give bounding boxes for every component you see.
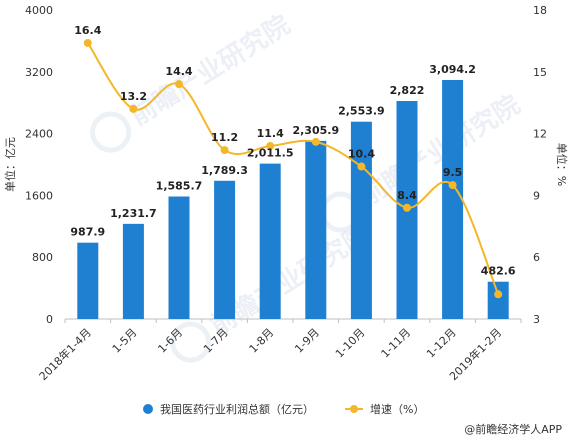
right-tick-label: 12: [533, 128, 547, 141]
category-label: 1-5月: [110, 326, 140, 356]
line-value-label: 16.4: [74, 24, 101, 37]
bar-value-label: 1,231.7: [110, 207, 157, 220]
growth-point: [220, 146, 229, 155]
category-label: 1-12月: [424, 326, 459, 361]
legend-label-line: 增速（%）: [370, 402, 424, 416]
legend: 我国医药行业利润总额（亿元） 增速（%）: [143, 402, 424, 416]
bars-layer: [77, 79, 509, 319]
watermark-logo: [170, 321, 212, 363]
line-value-label: 9.5: [443, 166, 463, 179]
line-value-label: 8.4: [397, 189, 417, 202]
left-tick-label: 1600: [25, 189, 53, 202]
growth-point: [266, 141, 275, 150]
bar-value-label: 482.6: [481, 265, 516, 278]
category-label: 1-9月: [292, 326, 322, 356]
growth-point: [311, 137, 320, 146]
watermark-logo: [90, 111, 132, 153]
bar: [442, 79, 464, 319]
right-tick-label: 6: [533, 251, 540, 264]
line-value-label: 10.4: [348, 148, 375, 161]
growth-point: [357, 162, 366, 171]
growth-point: [448, 181, 457, 190]
left-tick-label: 800: [32, 251, 53, 264]
bar: [214, 180, 236, 319]
bar: [305, 140, 327, 319]
growth-point: [83, 38, 92, 47]
bar: [168, 196, 190, 319]
category-label: 1-10月: [333, 326, 368, 361]
line-value-label: 13.2: [120, 90, 147, 103]
watermark-text: 前瞻产业研究院: [125, 9, 296, 132]
bar-value-label: 987.9: [70, 226, 105, 239]
bar-value-label: 1,585.7: [156, 180, 203, 193]
legend-label-bar: 我国医药行业利润总额（亿元）: [160, 402, 314, 416]
line-value-label: 11.2: [211, 131, 238, 144]
right-tick-label: 3: [533, 313, 540, 326]
line-value-label: 11.4: [257, 127, 284, 140]
category-label: 1-8月: [247, 326, 277, 356]
bar: [122, 223, 144, 319]
growth-point: [129, 104, 138, 113]
right-tick-label: 15: [533, 66, 547, 79]
legend-swatch-line-dot: [350, 405, 358, 413]
legend-swatch-bar: [143, 404, 153, 414]
left-tick-label: 2400: [25, 128, 53, 141]
bar-value-label: 1,789.3: [201, 164, 248, 177]
left-tick-label: 4000: [25, 4, 53, 17]
growth-point: [494, 290, 503, 299]
growth-line: [86, 42, 500, 295]
labels-layer: 987.9 1,231.7 1,585.7 1,789.3 2,011.5 2,305.9…: [70, 24, 516, 278]
growth-point: [175, 80, 183, 89]
left-tick-label: 3200: [25, 66, 53, 79]
bar: [487, 281, 509, 319]
axes-layer: 0 800 1600 2400 3200 4000 3 6 9 12 15 18 单位：亿元 单位：% 20…: [3, 4, 569, 383]
left-axis-title: 单位：亿元: [3, 137, 17, 192]
line-value-label: 14.4: [165, 65, 192, 78]
category-label: 2018年1-4月: [36, 325, 94, 383]
bar-value-label: 3,094.2: [429, 63, 476, 76]
line-layer: [83, 38, 503, 299]
bar-value-label: 2,305.9: [292, 124, 339, 137]
bar-value-label: 2,553.9: [338, 105, 385, 118]
right-tick-label: 9: [533, 189, 540, 202]
bar-value-label: 2,822: [390, 84, 425, 97]
growth-point: [403, 203, 411, 212]
bar: [77, 242, 99, 319]
bar: [259, 163, 281, 319]
left-tick-label: 0: [46, 313, 53, 326]
right-axis-title: 单位：%: [555, 143, 569, 186]
category-label: 1-11月: [378, 326, 413, 361]
source-credit: @前瞻经济学人APP: [464, 422, 562, 436]
bar-value-label: 2,011.5: [247, 147, 294, 160]
right-tick-label: 18: [533, 4, 547, 17]
category-label: 1-6月: [155, 326, 185, 356]
